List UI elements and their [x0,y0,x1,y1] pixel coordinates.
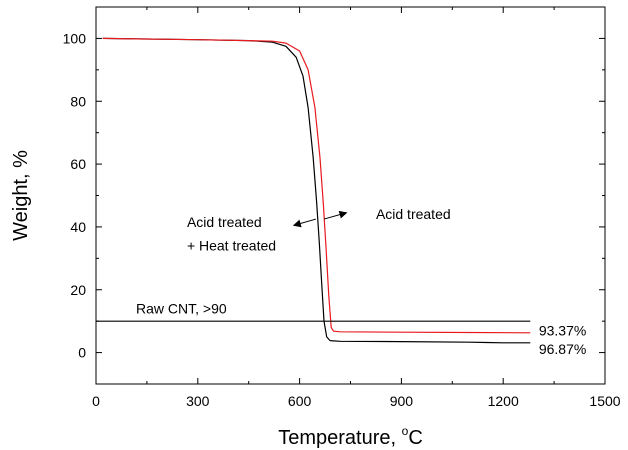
y-tick-label: 60 [70,156,86,172]
y-axis-title: Weight, % [10,150,32,241]
tick-labels: 0 300 600 900 1200 1500 0 20 40 60 80 100 [63,30,621,409]
x-axis-title-degree: o [402,424,409,438]
plot-frame [95,6,606,385]
annotation-acid-heat-line2: + Heat treated [187,237,276,253]
x-tick-label: 0 [92,393,100,409]
x-tick-label: 600 [288,393,312,409]
annotation-value-93: 93.37% [539,322,586,338]
annotation-acid-treated: Acid treated [376,206,451,222]
arrow-left [292,218,317,228]
series-acid-heat-treated [102,37,531,344]
x-tick-label: 1200 [488,393,519,409]
x-tick-label: 300 [186,393,210,409]
x-tick-label: 900 [390,393,414,409]
y-tick-label: 80 [70,93,86,109]
arrow-right [323,210,348,220]
y-tick-label: 0 [78,345,86,361]
x-axis-title-text: Temperature, [278,427,401,449]
x-tick-label: 1500 [589,393,620,409]
annotation-acid-heat-line1: Acid treated [187,214,262,230]
x-axis-title: Temperature, oC [278,424,423,449]
axis-ticks [95,7,606,384]
series-layer [96,37,531,344]
annotation-value-96: 96.87% [539,341,586,357]
y-tick-label: 40 [70,219,86,235]
y-tick-label: 100 [63,30,87,46]
annotations: Acid treated + Heat treated Acid treated Ra… [136,206,586,357]
x-axis-title-unit: C [408,427,422,449]
series-acid-treated [102,37,531,334]
y-tick-label: 20 [70,282,86,298]
annotation-raw-cnt: Raw CNT, >90 [136,300,227,316]
